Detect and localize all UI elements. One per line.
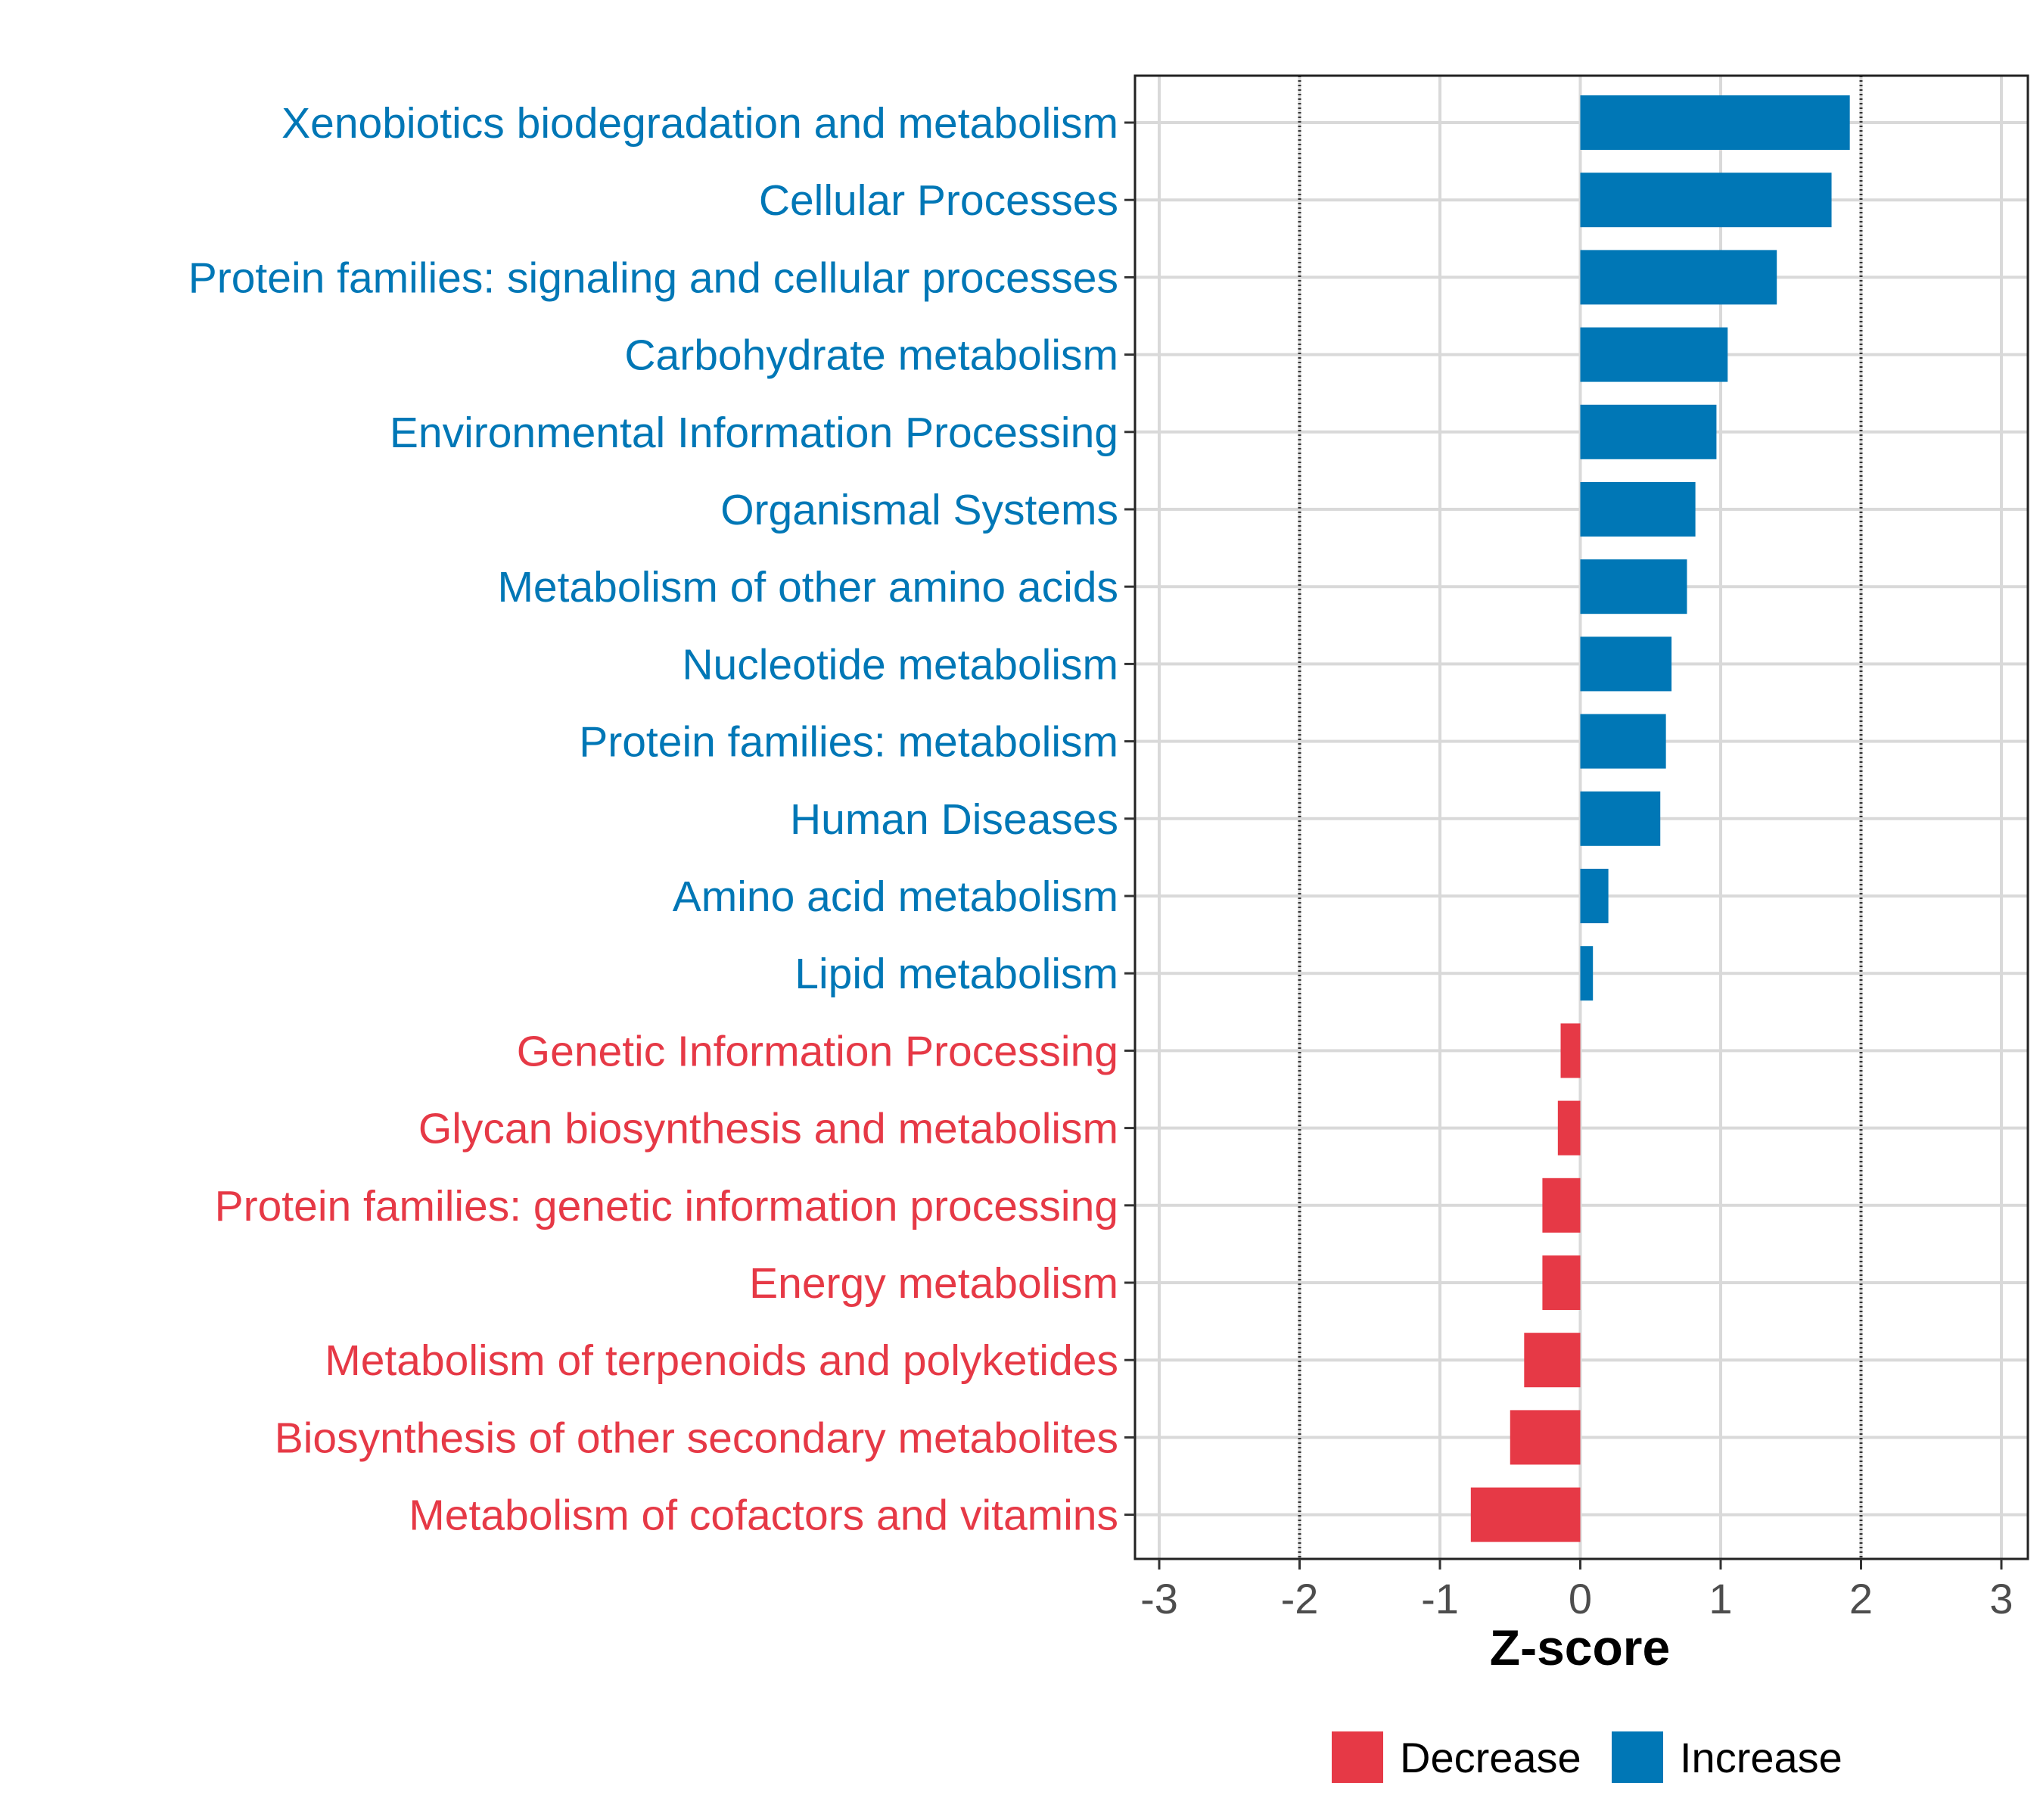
x-axis-title: Z-score [1490,1619,1670,1675]
y-tick-label: Cellular Processes [759,176,1118,225]
legend-swatch-increase [1612,1731,1663,1783]
y-tick-label: Lipid metabolism [794,950,1118,998]
y-tick-label: Human Diseases [790,795,1118,844]
legend-label-increase: Increase [1680,1734,1842,1781]
bar-increase [1580,482,1696,537]
y-tick-label: Glycan biosynthesis and metabolism [418,1105,1118,1153]
reference-lines [1298,76,1863,1559]
y-tick-label: Xenobiotics biodegradation and metabolis… [281,99,1118,148]
bar-increase [1580,173,1832,228]
legend-swatch-decrease [1332,1731,1383,1783]
y-tick-label: Metabolism of other amino acids [497,563,1118,611]
bar-increase [1580,327,1728,382]
y-tick-label: Metabolism of terpenoids and polyketides [325,1336,1118,1385]
y-tick-label: Amino acid metabolism [673,873,1118,921]
y-tick-label: Carbohydrate metabolism [624,331,1118,380]
x-tick-label: -2 [1281,1575,1319,1622]
bar-decrease [1470,1487,1581,1542]
y-tick-label: Protein families: genetic information pr… [215,1182,1118,1230]
legend-label-decrease: Decrease [1400,1734,1581,1781]
bar-increase [1580,559,1687,614]
bar-decrease [1510,1410,1581,1465]
x-tick-label: -1 [1421,1575,1459,1622]
y-axis: Xenobiotics biodegradation and metabolis… [188,99,1135,1540]
bar-increase [1580,404,1717,459]
bar-increase [1580,714,1666,769]
x-tick-label: -3 [1140,1575,1178,1622]
legend: Decrease Increase [1332,1731,1842,1783]
bar-decrease [1557,1100,1581,1156]
bar-increase [1580,791,1661,846]
bar-increase [1580,636,1672,692]
bar-increase [1580,250,1777,305]
x-tick-label: 0 [1569,1575,1592,1622]
bars-layer [1470,95,1850,1542]
bar-decrease [1524,1333,1581,1388]
x-tick-label: 2 [1849,1575,1873,1622]
y-tick-label: Metabolism of cofactors and vitamins [409,1492,1118,1540]
bar-decrease [1560,1023,1581,1078]
y-tick-label: Biosynthesis of other secondary metaboli… [275,1414,1118,1462]
y-tick-label: Environmental Information Processing [390,409,1118,457]
x-tick-label: 3 [1989,1575,2013,1622]
x-axis: -3 -2 -1 0 1 2 3 [1140,1559,2013,1622]
bar-increase [1580,946,1594,1001]
y-tick-label: Nucleotide metabolism [682,640,1118,689]
y-tick-label: Protein families: metabolism [579,718,1118,767]
bar-decrease [1542,1255,1581,1310]
y-tick-label: Protein families: signaling and cellular… [188,254,1118,302]
y-tick-label: Genetic Information Processing [517,1027,1118,1075]
y-tick-label: Organismal Systems [720,486,1118,534]
bar-increase [1580,869,1609,923]
bar-decrease [1542,1178,1581,1233]
bar-increase [1580,95,1850,150]
y-tick-label: Energy metabolism [749,1259,1118,1308]
x-tick-label: 1 [1709,1575,1732,1622]
